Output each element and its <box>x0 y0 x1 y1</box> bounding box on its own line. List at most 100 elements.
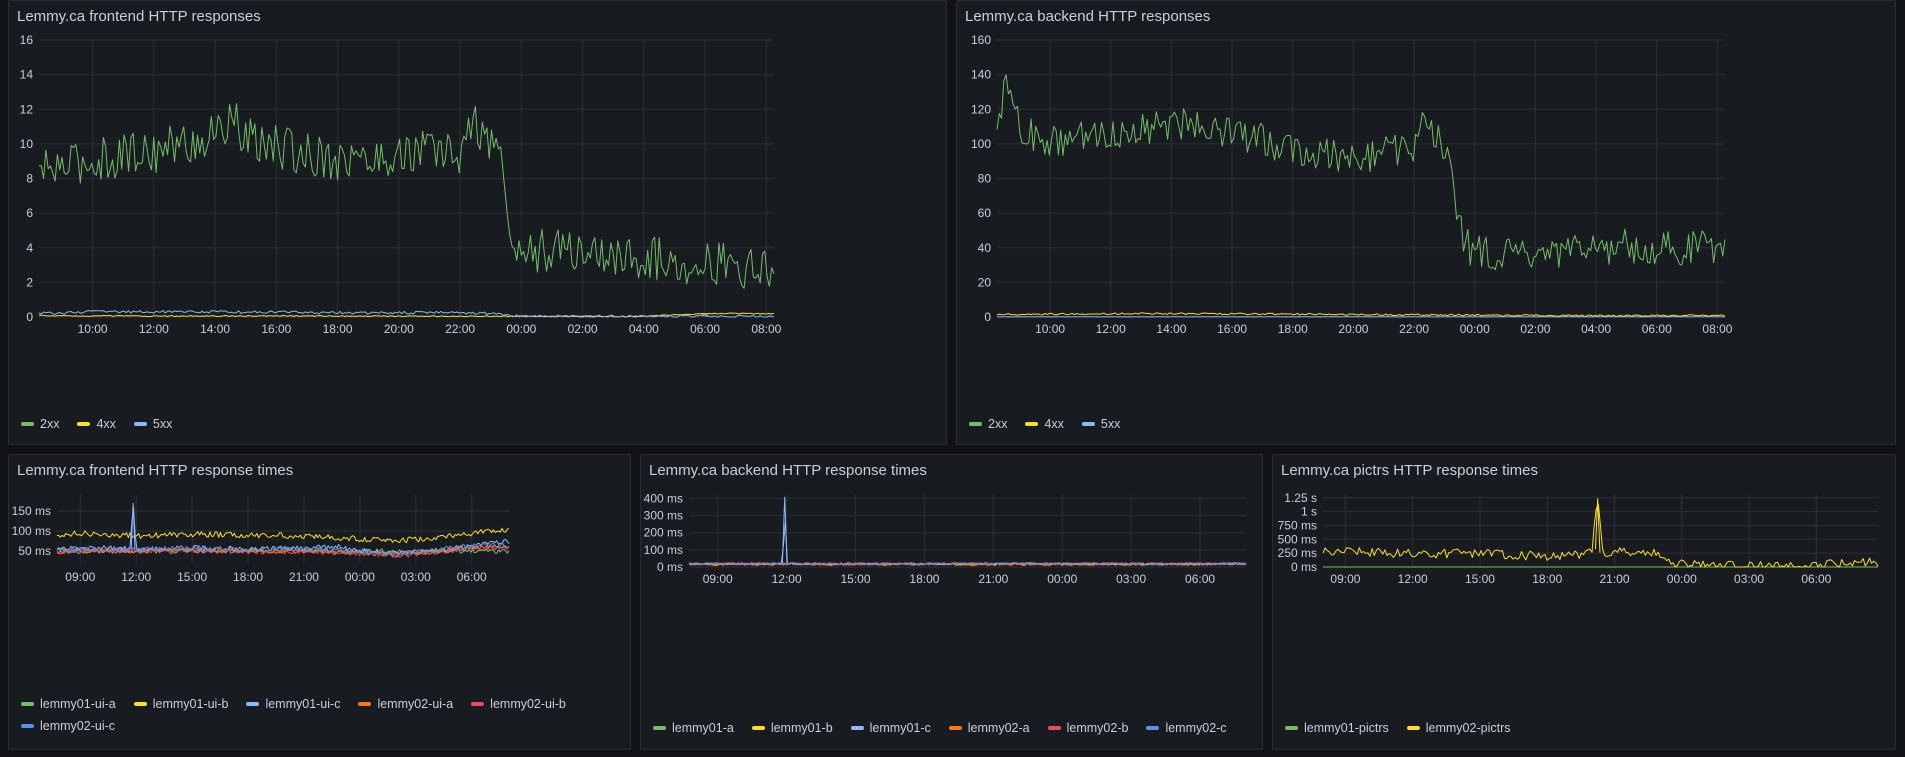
y-tick-label: 16 <box>20 33 34 47</box>
x-tick-label: 21:00 <box>1599 572 1629 586</box>
x-tick-label: 04:00 <box>629 322 659 336</box>
panel-title[interactable]: Lemmy.ca frontend HTTP response times <box>17 462 294 479</box>
panel-title[interactable]: Lemmy.ca frontend HTTP responses <box>17 8 261 25</box>
y-tick-label: 80 <box>978 172 992 186</box>
legend-label: 2xx <box>988 417 1008 431</box>
legend-item-lemmy02-pictrs[interactable]: lemmy02-pictrs <box>1406 721 1511 735</box>
x-tick-label: 18:00 <box>323 322 353 336</box>
x-tick-label: 12:00 <box>772 572 802 586</box>
x-tick-label: 03:00 <box>1116 572 1146 586</box>
legend-item-lemmy01-ui-a[interactable]: lemmy01-ui-a <box>21 697 116 711</box>
legend-swatch <box>21 724 34 728</box>
x-tick-label: 10:00 <box>1035 322 1065 336</box>
y-tick-label: 150 ms <box>12 504 51 518</box>
panel-backend-responses: Lemmy.ca backend HTTP responses 0 20 40 60 8… <box>956 0 1896 445</box>
legend-item-lemmy01-ui-b[interactable]: lemmy01-ui-b <box>133 697 229 711</box>
y-tick-label: 40 <box>978 241 992 255</box>
y-tick-label: 50 ms <box>18 544 51 558</box>
x-tick-label: 12:00 <box>1398 572 1428 586</box>
y-tick-label: 2 <box>26 275 33 289</box>
x-tick-label: 03:00 <box>1734 572 1764 586</box>
y-tick-label: 300 ms <box>644 509 683 523</box>
legend-label: lemmy02-c <box>1165 721 1227 735</box>
x-tick-label: 14:00 <box>200 322 230 336</box>
legend-item-lemmy01-a[interactable]: lemmy01-a <box>653 721 734 735</box>
legend-swatch <box>1081 422 1095 426</box>
frontend-responses-chart: 0 2 4 6 8 10 12 14 16 10:00 12:00 14:00 16:00 18:00 20… <box>20 33 782 336</box>
x-tick-label: 16:00 <box>261 322 291 336</box>
backend-responses-chart: 0 20 40 60 80 100 120 140 160 10:00 12:00 14:00 16:0… <box>971 33 1733 336</box>
legend-item-lemmy02-ui-a[interactable]: lemmy02-ui-a <box>358 697 453 711</box>
legend-label: 2xx <box>40 417 60 431</box>
x-tick-label: 06:00 <box>457 570 487 584</box>
legend-item-2xx[interactable]: 2xx <box>969 417 1007 431</box>
legend-item-lemmy02-ui-b[interactable]: lemmy02-ui-b <box>471 697 566 711</box>
series-spike-lemmy01-c <box>781 496 788 564</box>
legend-swatch <box>471 702 485 706</box>
backend-response-times-chart: 0 ms 100 ms 200 ms 300 ms 400 ms 09:00 12:00 15… <box>644 491 1247 586</box>
legend: 2xx 4xx 5xx <box>969 417 1120 431</box>
legend-label: lemmy01-b <box>770 721 833 735</box>
legend-item-lemmy02-b[interactable]: lemmy02-b <box>1047 721 1129 735</box>
legend-label: 4xx <box>96 417 116 431</box>
panel-title[interactable]: Lemmy.ca backend HTTP response times <box>649 462 927 479</box>
y-tick-label: 160 <box>971 33 991 47</box>
y-tick-label: 0 ms <box>1291 560 1317 574</box>
y-tick-label: 60 <box>978 206 992 220</box>
legend-label: lemmy01-ui-a <box>40 697 116 711</box>
legend-item-5xx[interactable]: 5xx <box>133 417 173 431</box>
x-tick-label: 03:00 <box>401 570 431 584</box>
legend-label: lemmy02-ui-b <box>490 697 566 711</box>
legend-item-lemmy01-b[interactable]: lemmy01-b <box>751 721 833 735</box>
legend-label: lemmy01-pictrs <box>1304 721 1389 735</box>
legend-swatch <box>133 702 147 706</box>
legend-label: 5xx <box>152 417 173 431</box>
legend-item-5xx[interactable]: 5xx <box>1081 417 1120 431</box>
series-line-lemmy02-pictrs <box>1322 503 1879 568</box>
x-tick-label: 22:00 <box>1399 322 1429 336</box>
legend-item-lemmy01-ui-c[interactable]: lemmy01-ui-c <box>246 697 340 711</box>
legend-item-lemmy02-ui-c[interactable]: lemmy02-ui-c <box>21 719 115 733</box>
y-tick-label: 6 <box>26 206 33 220</box>
legend-swatch <box>77 422 91 426</box>
series-line-4xx <box>38 312 775 318</box>
legend-item-lemmy01-c[interactable]: lemmy01-c <box>850 721 931 735</box>
legend-item-lemmy02-a[interactable]: lemmy02-a <box>948 721 1030 735</box>
legend-swatch <box>969 422 982 426</box>
x-tick-label: 20:00 <box>384 322 414 336</box>
panel-title[interactable]: Lemmy.ca backend HTTP responses <box>965 8 1211 25</box>
x-tick-label: 12:00 <box>139 322 169 336</box>
legend-label: lemmy02-pictrs <box>1425 721 1511 735</box>
legend-item-lemmy02-c[interactable]: lemmy02-c <box>1146 721 1227 735</box>
y-tick-label: 0 ms <box>657 560 683 574</box>
legend-item-4xx[interactable]: 4xx <box>77 417 116 431</box>
y-tick-label: 140 <box>971 68 991 82</box>
x-tick-label: 15:00 <box>177 570 207 584</box>
panel-pictrs-response-times: Lemmy.ca pictrs HTTP response times 0 ms… <box>1272 454 1896 750</box>
legend-swatch <box>1285 726 1298 730</box>
y-tick-label: 400 ms <box>644 491 683 505</box>
legend-label: lemmy01-ui-b <box>152 697 229 711</box>
y-tick-label: 120 <box>971 102 991 116</box>
x-tick-label: 00:00 <box>1047 572 1077 586</box>
legend-swatch <box>133 422 147 426</box>
legend-item-2xx[interactable]: 2xx <box>21 417 59 431</box>
y-tick-label: 8 <box>26 172 33 186</box>
series-line-lemmy01-c <box>688 520 1247 566</box>
series-line-4xx <box>996 312 1726 317</box>
x-tick-label: 15:00 <box>841 572 871 586</box>
legend-label: lemmy02-b <box>1066 721 1129 735</box>
x-tick-label: 18:00 <box>233 570 263 584</box>
legend-item-lemmy01-pictrs[interactable]: lemmy01-pictrs <box>1285 721 1389 735</box>
legend: lemmy01-ui-a lemmy01-ui-b lemmy01-ui-c lemm… <box>21 697 621 733</box>
x-tick-label: 00:00 <box>345 570 375 584</box>
series-spike-lemmy02-pictrs <box>1594 498 1601 553</box>
panel-title[interactable]: Lemmy.ca pictrs HTTP response times <box>1281 462 1539 479</box>
legend-item-4xx[interactable]: 4xx <box>1025 417 1064 431</box>
legend-swatch <box>246 702 260 706</box>
panel-frontend-responses: Lemmy.ca frontend HTTP responses 0 2 4 6 8 10… <box>8 0 947 445</box>
x-tick-label: 08:00 <box>751 322 781 336</box>
x-tick-label: 00:00 <box>1460 322 1490 336</box>
frontend-response-times-chart: 50 ms 100 ms 150 ms 09:00 12:00 15:00 18:00 21:… <box>12 495 510 584</box>
